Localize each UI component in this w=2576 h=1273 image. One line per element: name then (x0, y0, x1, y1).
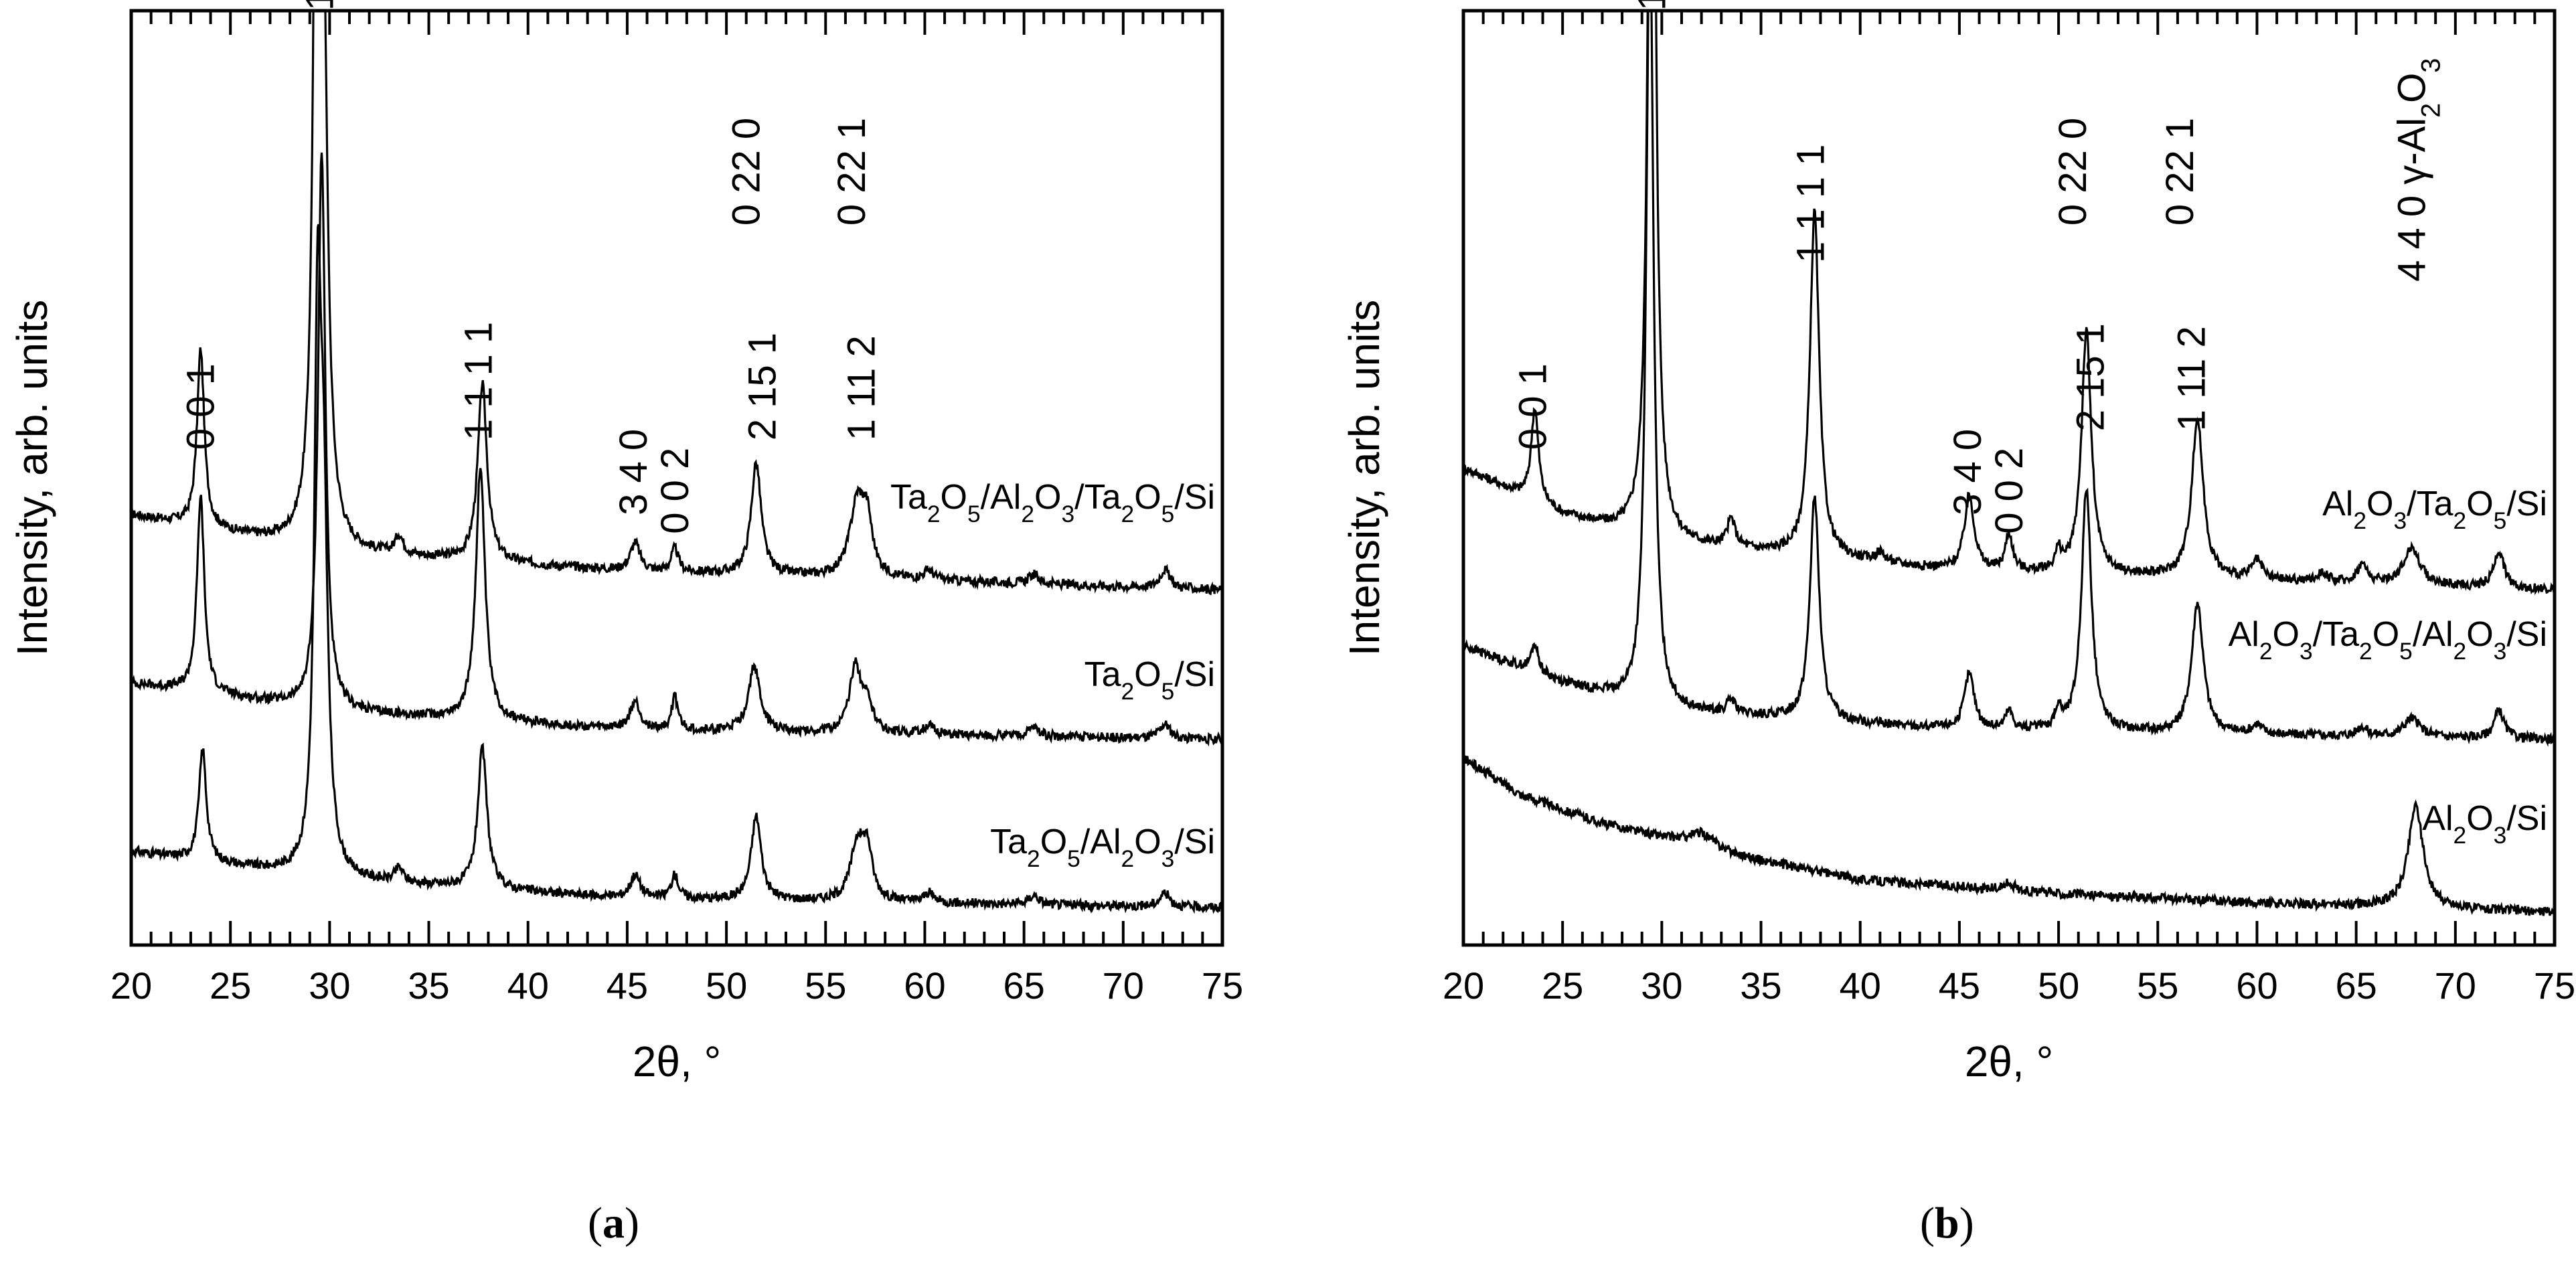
caption-panel-b: (b) (1920, 1199, 1974, 1248)
peak-annotation: 1 11 2 (2170, 326, 2214, 431)
x-tick-label: 35 (408, 964, 449, 1007)
x-tick-label: 30 (309, 964, 350, 1007)
chart-panel-a: Ta2O5/Al2O3/Ta2O5/Si Ta2O5/Si Ta2O5/Al2O3/… (8, 0, 1243, 1086)
plot-frame (1461, 9, 2557, 947)
caption-panel-a: (a) (588, 1199, 639, 1248)
x-tick-label: 25 (210, 964, 251, 1007)
x-tick-label: 55 (805, 964, 846, 1007)
peak-annotation: 0 22 1 (830, 118, 874, 226)
series-label: Ta2O5/Al2O3/Ta2O5/Si (890, 478, 1215, 527)
series-label: Ta2O5/Al2O3/Si (990, 823, 1215, 872)
x-tick-label: 65 (2335, 964, 2377, 1007)
x-tick-label: 65 (1003, 964, 1044, 1007)
x-tick-label: 50 (2038, 964, 2079, 1007)
series-line-Ta2O5/Al2O3/Si (131, 224, 1222, 914)
peak-annotation: 1 11 2 (840, 335, 884, 440)
peak-annotation: 1 1 1 1 (1789, 145, 1833, 263)
series-line-Al2O3/Ta2O5/Al2O3/Si (1463, 11, 2555, 747)
peak-annotation: 2 15 1 (2069, 323, 2113, 431)
x-tick-label: 45 (1939, 964, 1980, 1007)
series-label: Ta2O5/Si (1084, 655, 1215, 705)
peak-annotation: 0 0 1 (1512, 363, 1555, 450)
x-tick-label: 20 (1443, 964, 1484, 1007)
x-tick-label: 40 (1840, 964, 1881, 1007)
series-label: Al2O3/Si (2422, 799, 2547, 849)
peak-annotation: 0 0 2 (653, 448, 697, 534)
x-tick-label: 35 (1740, 964, 1781, 1007)
peak-annotation: 3 4 0 (1946, 429, 1990, 515)
peak-annotation: 4 4 0 γ-Al2O3 (2391, 58, 2446, 282)
x-tick-label: 25 (1542, 964, 1583, 1007)
series-line-Al2O3/Si (1463, 755, 2555, 916)
y-axis-label: Intensity, arb. units (8, 300, 56, 656)
peak-annotation: 3 4 0 (612, 429, 655, 515)
caption-label-a: a (602, 1199, 625, 1248)
x-tick-label: 55 (2137, 964, 2178, 1007)
y-axis-label: Intensity, arb. units (1340, 300, 1388, 656)
caption-label-b: b (1934, 1199, 1959, 1248)
x-axis-label: 2θ, ° (1965, 1037, 2053, 1086)
chart-panel-b: Al2O3/Ta2O5/Si Al2O3/Ta2O5/Al2O3/Si Al2O3/… (1340, 0, 2575, 1086)
x-tick-label: 45 (607, 964, 648, 1007)
x-axis-label: 2θ, ° (633, 1037, 721, 1086)
x-tick-label: 40 (507, 964, 549, 1007)
peak-annotation: 0 22 0 (2051, 118, 2095, 226)
peak-annotation: 0 22 1 (2158, 118, 2202, 226)
x-tick-label: 75 (1202, 964, 1243, 1007)
peak-annotation: 2 15 1 (740, 333, 784, 440)
x-tick-label: 70 (2435, 964, 2476, 1007)
peak-annotation: 1 1 1 1 (457, 322, 501, 440)
x-tick-label: 20 (110, 964, 152, 1007)
series-label: Al2O3/Ta2O5/Si (2322, 485, 2547, 534)
peak-annotation: 0 22 0 (725, 118, 769, 226)
x-tick-label: 60 (2236, 964, 2277, 1007)
peak-annotation: 0 0 1 (179, 363, 223, 450)
x-tick-label: 70 (1103, 964, 1144, 1007)
x-tick-label: 60 (904, 964, 945, 1007)
peak-annotation: 1 1 1 0 (299, 0, 342, 11)
series-label: Al2O3/Ta2O5/Al2O3/Si (2229, 615, 2547, 665)
plot-frame (129, 9, 1224, 947)
x-tick-label: 50 (706, 964, 747, 1007)
x-tick-label: 75 (2534, 964, 2575, 1007)
peak-annotation: 1 1 1 0 (1631, 0, 1674, 11)
x-tick-label: 30 (1641, 964, 1682, 1007)
peak-annotation: 0 0 2 (1988, 448, 2031, 534)
series-line-Ta2O5/Al2O3/Ta2O5/Si (131, 11, 1222, 596)
